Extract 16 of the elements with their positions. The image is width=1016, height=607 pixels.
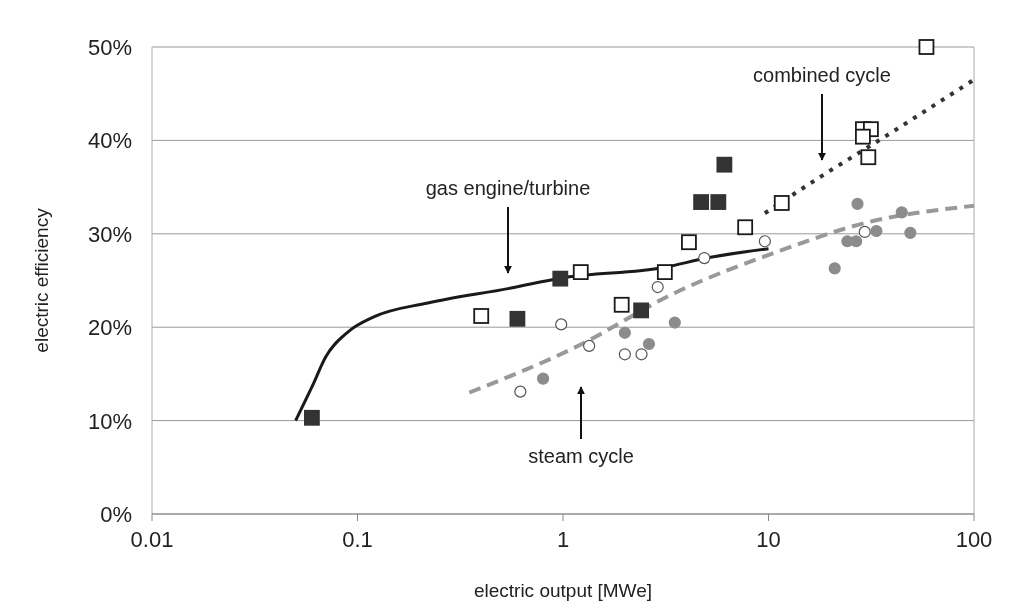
y-tick-label: 30% [87, 221, 132, 247]
annotation: combined cycle [753, 64, 891, 86]
y-tick-label: 20% [87, 315, 132, 341]
y-tick-label: 50% [87, 35, 132, 60]
x-tick-label: 1 [556, 527, 570, 552]
x-tick-label: 0.1 [342, 527, 373, 552]
annotation: gas engine/turbine [425, 177, 591, 199]
y-tick-label: 40% [87, 128, 132, 154]
y-tick-label: 0% [100, 502, 132, 527]
x-tick-label: 0.01 [130, 527, 174, 552]
x-tick-label: 10 [756, 527, 781, 552]
annotation: steam cycle [528, 445, 634, 467]
y-axis-title: electric efficiency [31, 207, 52, 353]
y-tick-label: 10% [87, 408, 132, 434]
x-axis-title: electric output [MWe] [473, 580, 653, 601]
x-tick-label: 100 [955, 527, 993, 552]
